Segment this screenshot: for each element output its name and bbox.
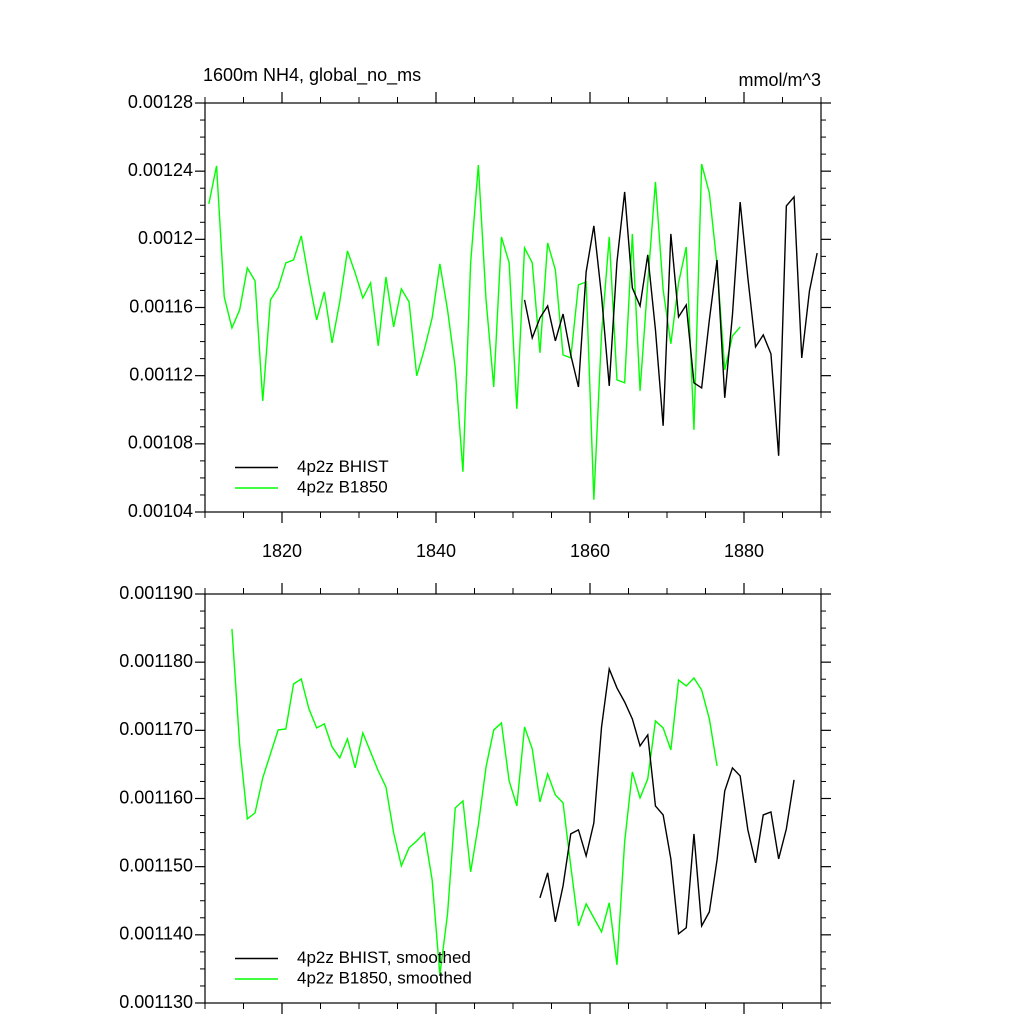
x-tick-label: 1880 bbox=[724, 541, 764, 561]
y-tick-label: 0.00128 bbox=[128, 92, 193, 112]
y-tick-label: 0.00104 bbox=[128, 501, 193, 521]
y-tick-label: 0.001160 bbox=[119, 787, 193, 807]
legend-label: 4p2z B1850, smoothed bbox=[297, 968, 472, 987]
legend-label: 4p2z BHIST bbox=[297, 457, 389, 476]
series-line bbox=[539, 666, 795, 936]
y-tick-label: 0.001170 bbox=[119, 719, 193, 739]
y-tick-label: 0.001150 bbox=[119, 855, 193, 875]
legend-label: 4p2z BHIST, smoothed bbox=[297, 948, 471, 967]
y-tick-label: 0.001190 bbox=[119, 583, 193, 603]
chart-title: 1600m NH4, global_no_ms bbox=[203, 65, 421, 86]
plot-frame bbox=[204, 593, 822, 1004]
y-tick-label: 0.0012 bbox=[138, 228, 193, 248]
series-line bbox=[231, 628, 718, 975]
y-tick-label: 0.001140 bbox=[119, 924, 193, 944]
plot-frame bbox=[204, 102, 822, 513]
y-tick-label: 0.00108 bbox=[128, 433, 193, 453]
legend-label: 4p2z B1850 bbox=[297, 477, 388, 496]
series-line bbox=[208, 163, 741, 500]
x-tick-label: 1860 bbox=[570, 541, 610, 561]
units-label: mmol/m^3 bbox=[739, 70, 821, 90]
series-line bbox=[523, 191, 818, 456]
y-tick-label: 0.00124 bbox=[128, 160, 193, 180]
x-tick-label: 1820 bbox=[262, 541, 302, 561]
y-tick-label: 0.00112 bbox=[129, 364, 193, 384]
y-tick-label: 0.00116 bbox=[129, 296, 193, 316]
y-tick-label: 0.001180 bbox=[119, 651, 193, 671]
x-tick-label: 1840 bbox=[416, 541, 456, 561]
y-tick-label: 0.001130 bbox=[119, 992, 193, 1012]
